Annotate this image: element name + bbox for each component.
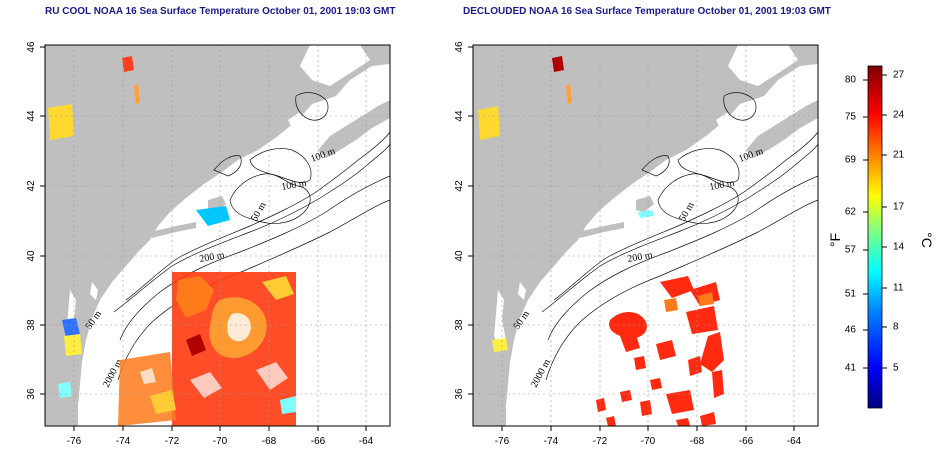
y-tick-label: 40 bbox=[26, 250, 37, 262]
bay-of-fundy bbox=[288, 112, 306, 132]
fahrenheit-unit-label: °F bbox=[827, 233, 843, 247]
y-tick-label: 42 bbox=[26, 180, 37, 192]
fahrenheit-tick: 41 bbox=[845, 363, 857, 374]
contour-label: 100 m bbox=[709, 178, 736, 193]
fahrenheit-tick: 51 bbox=[845, 289, 857, 300]
x-tick-label: -64 bbox=[359, 436, 374, 447]
colorbar-celsius-ticks: 27 24 21 17 14 11 8 5 bbox=[882, 70, 905, 374]
contour-label: 100 m bbox=[281, 178, 308, 193]
colorbar: 80 75 69 62 57 51 46 41 27 24 21 17 14 1… bbox=[827, 65, 935, 409]
sst-pixels-left bbox=[48, 56, 296, 426]
x-tick-label: -68 bbox=[690, 436, 705, 447]
land-mass bbox=[473, 45, 818, 426]
celsius-tick: 27 bbox=[893, 70, 905, 81]
celsius-tick: 24 bbox=[893, 110, 905, 121]
y-axis-right: 46 44 42 40 38 36 bbox=[454, 41, 473, 400]
contour-label: 200 m bbox=[627, 250, 654, 265]
x-tick-label: -66 bbox=[311, 436, 326, 447]
gulf-of-st-lawrence bbox=[300, 45, 370, 86]
y-tick-label: 44 bbox=[454, 110, 465, 122]
x-tick-label: -66 bbox=[739, 436, 754, 447]
celsius-tick: 21 bbox=[893, 150, 905, 161]
y-tick-label: 38 bbox=[454, 319, 465, 331]
x-tick-label: -74 bbox=[116, 436, 131, 447]
fahrenheit-tick: 69 bbox=[845, 155, 857, 166]
long-island bbox=[578, 222, 624, 238]
contour-label: 200 m bbox=[199, 250, 226, 265]
y-axis-left: 46 44 42 40 38 36 bbox=[26, 41, 45, 400]
sst-pixels-right bbox=[478, 56, 724, 426]
x-axis-right: -76 -74 -72 -70 -68 -66 -64 bbox=[495, 426, 802, 447]
celsius-tick: 11 bbox=[893, 283, 904, 294]
nova-scotia bbox=[746, 100, 818, 158]
grid-right bbox=[473, 45, 818, 426]
cape-cod bbox=[636, 196, 654, 212]
y-tick-label: 42 bbox=[454, 180, 465, 192]
celsius-tick: 14 bbox=[893, 242, 905, 253]
fahrenheit-tick: 75 bbox=[845, 112, 857, 123]
celsius-tick: 17 bbox=[893, 202, 905, 213]
y-tick-label: 36 bbox=[26, 388, 37, 400]
y-tick-label: 46 bbox=[26, 41, 37, 53]
chesapeake-bay bbox=[494, 290, 506, 352]
panel-title-left: RU COOL NOAA 16 Sea Surface Temperature … bbox=[45, 6, 396, 17]
map-panel-right: 100 m 100 m 50 m 200 m 50 m 2000 m bbox=[454, 41, 819, 447]
fahrenheit-tick: 62 bbox=[845, 207, 857, 218]
y-tick-label: 40 bbox=[454, 250, 465, 262]
y-tick-label: 38 bbox=[26, 319, 37, 331]
fahrenheit-tick: 57 bbox=[845, 245, 857, 256]
x-tick-label: -70 bbox=[641, 436, 656, 447]
x-tick-label: -70 bbox=[213, 436, 228, 447]
y-tick-label: 46 bbox=[454, 41, 465, 53]
map-panel-left: 100 m 100 m 50 m 200 m 50 m 2000 m bbox=[26, 41, 391, 447]
x-tick-label: -76 bbox=[67, 436, 82, 447]
land-mass bbox=[45, 45, 390, 426]
bay-of-fundy bbox=[716, 112, 734, 132]
celsius-unit-label: °C bbox=[919, 232, 935, 248]
x-tick-label: -72 bbox=[165, 436, 180, 447]
gulf-of-st-lawrence bbox=[728, 45, 798, 86]
colorbar-fahrenheit-ticks: 80 75 69 62 57 51 46 41 bbox=[845, 75, 868, 374]
celsius-tick: 5 bbox=[893, 363, 899, 374]
long-island bbox=[150, 222, 196, 238]
x-tick-label: -64 bbox=[787, 436, 802, 447]
x-tick-label: -72 bbox=[593, 436, 608, 447]
fahrenheit-tick: 46 bbox=[845, 325, 857, 336]
y-tick-label: 36 bbox=[454, 388, 465, 400]
x-tick-label: -68 bbox=[262, 436, 277, 447]
delaware-bay bbox=[90, 282, 98, 300]
celsius-tick: 8 bbox=[893, 322, 899, 333]
x-axis-left: -76 -74 -72 -70 -68 -66 -64 bbox=[67, 426, 374, 447]
fahrenheit-tick: 80 bbox=[845, 75, 857, 86]
colorbar-gradient bbox=[867, 65, 883, 409]
x-tick-label: -76 bbox=[495, 436, 510, 447]
y-tick-label: 44 bbox=[26, 110, 37, 122]
nova-scotia bbox=[318, 100, 390, 158]
grid-left bbox=[45, 45, 390, 426]
x-tick-label: -74 bbox=[544, 436, 559, 447]
panel-title-right: DECLOUDED NOAA 16 Sea Surface Temperatur… bbox=[463, 6, 831, 17]
delaware-bay bbox=[518, 282, 526, 300]
